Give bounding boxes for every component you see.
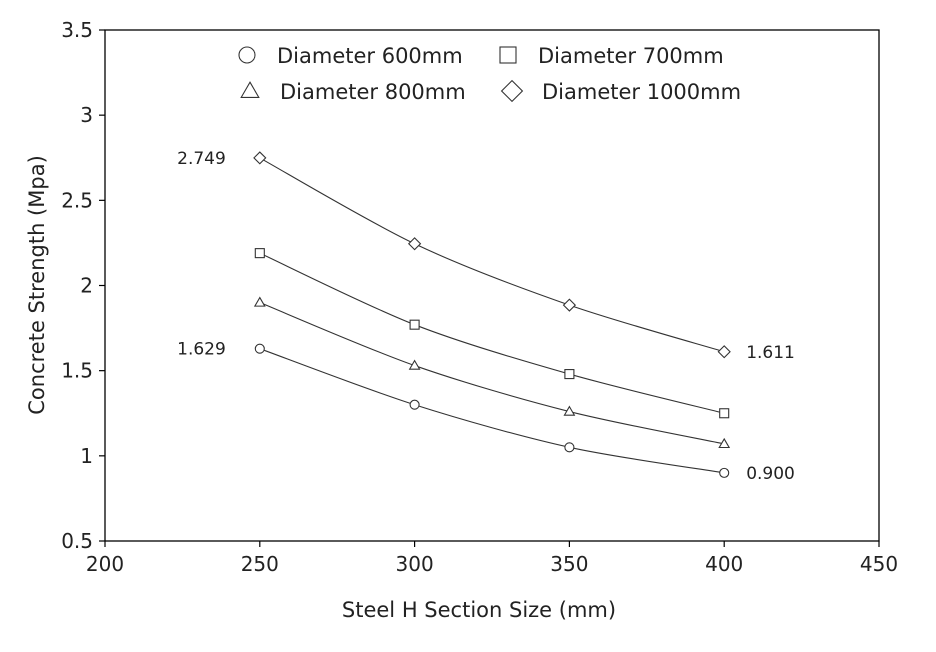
x-tick-label: 400 (705, 552, 743, 576)
legend-marker-circle (238, 46, 256, 64)
data-point-circle (409, 399, 420, 410)
legend-label: Diameter 600mm (277, 44, 463, 68)
data-point-circle (254, 343, 265, 354)
y-tick-label: 3.5 (61, 18, 93, 42)
legend-item: Diameter 600mm (238, 44, 463, 68)
x-tick-label: 200 (86, 552, 124, 576)
y-axis: 0.5 1 1.5 2 2.5 3 3.5 (61, 18, 105, 553)
data-point-circle (719, 467, 730, 478)
y-tick-label: 2.5 (61, 188, 93, 212)
legend-item: Diameter 1000mm (500, 79, 741, 104)
legend-marker-diamond (500, 79, 524, 103)
data-point-square (409, 319, 420, 330)
data-label: 2.749 (177, 149, 226, 169)
series-triangle (253, 296, 731, 449)
y-tick-label: 3 (80, 103, 93, 127)
legend-label: Diameter 800mm (280, 80, 466, 104)
x-tick-label: 300 (396, 552, 434, 576)
data-point-square (564, 369, 575, 380)
series-square (254, 248, 730, 419)
x-tick-label: 350 (550, 552, 588, 576)
legend-label: Diameter 700mm (538, 44, 724, 68)
x-axis: 200 250 300 350 400 450 (86, 541, 898, 576)
y-tick-label: 1.5 (61, 359, 93, 383)
data-point-triangle (253, 296, 266, 307)
data-label: 1.629 (177, 340, 226, 360)
x-tick-label: 450 (860, 552, 898, 576)
y-tick-label: 1 (80, 444, 93, 468)
data-point-triangle (563, 405, 576, 416)
data-point-diamond (407, 237, 422, 251)
series-line (259, 302, 725, 445)
legend-label: Diameter 1000mm (542, 80, 741, 104)
data-point-triangle (408, 359, 421, 370)
legend-item: Diameter 800mm (240, 80, 466, 104)
series-circle (254, 343, 730, 478)
legend-marker-triangle (240, 81, 260, 98)
data-point-diamond (717, 345, 731, 359)
series-line (259, 252, 725, 414)
data-point-diamond (253, 151, 267, 165)
series-layer (253, 151, 731, 478)
annotations: 2.749 1.629 1.611 0.900 (177, 149, 795, 484)
data-label: 1.611 (746, 343, 795, 363)
data-point-square (254, 248, 265, 259)
legend: Diameter 600mm Diameter 700mm Diameter 800… (238, 44, 741, 104)
data-point-diamond (562, 298, 577, 312)
series-line (259, 348, 725, 474)
y-tick-label: 2 (80, 274, 93, 298)
data-label: 0.900 (746, 464, 795, 484)
series-diamond (253, 151, 731, 359)
y-tick-label: 0.5 (61, 529, 93, 553)
data-point-triangle (718, 437, 731, 449)
data-point-circle (564, 442, 575, 453)
series-line (259, 157, 725, 353)
legend-item: Diameter 700mm (499, 44, 724, 68)
legend-marker-square (499, 46, 517, 64)
x-axis-title: Steel H Section Size (mm) (342, 598, 616, 622)
data-point-square (719, 408, 730, 419)
y-axis-title: Concrete Strength (Mpa) (25, 155, 49, 415)
x-tick-label: 250 (241, 552, 279, 576)
